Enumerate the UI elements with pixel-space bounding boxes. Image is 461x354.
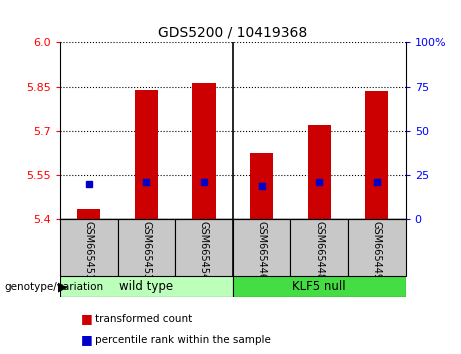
Text: ■: ■ bbox=[81, 312, 92, 325]
Text: genotype/variation: genotype/variation bbox=[5, 282, 104, 292]
Bar bbox=[60, 219, 118, 276]
Bar bbox=[365, 91, 388, 219]
Text: GSM665453: GSM665453 bbox=[142, 221, 151, 280]
Bar bbox=[60, 276, 233, 297]
Text: GSM665446: GSM665446 bbox=[257, 221, 266, 280]
Bar bbox=[308, 125, 331, 219]
Bar bbox=[175, 219, 233, 276]
Bar bbox=[135, 90, 158, 219]
Bar bbox=[193, 83, 216, 219]
Text: GSM665449: GSM665449 bbox=[372, 221, 382, 280]
Text: GSM665451: GSM665451 bbox=[84, 221, 94, 280]
Text: GSM665454: GSM665454 bbox=[199, 221, 209, 280]
Text: GSM665448: GSM665448 bbox=[314, 221, 324, 280]
Bar bbox=[77, 209, 100, 219]
Bar bbox=[233, 276, 406, 297]
Bar bbox=[118, 219, 175, 276]
Bar bbox=[348, 219, 406, 276]
Title: GDS5200 / 10419368: GDS5200 / 10419368 bbox=[158, 26, 307, 40]
Text: ■: ■ bbox=[81, 333, 92, 346]
Bar bbox=[233, 219, 290, 276]
Bar bbox=[290, 219, 348, 276]
Text: percentile rank within the sample: percentile rank within the sample bbox=[95, 335, 271, 345]
Bar bbox=[250, 153, 273, 219]
Text: KLF5 null: KLF5 null bbox=[292, 280, 346, 293]
Text: wild type: wild type bbox=[119, 280, 173, 293]
Text: transformed count: transformed count bbox=[95, 314, 192, 324]
Text: ▶: ▶ bbox=[58, 280, 67, 293]
